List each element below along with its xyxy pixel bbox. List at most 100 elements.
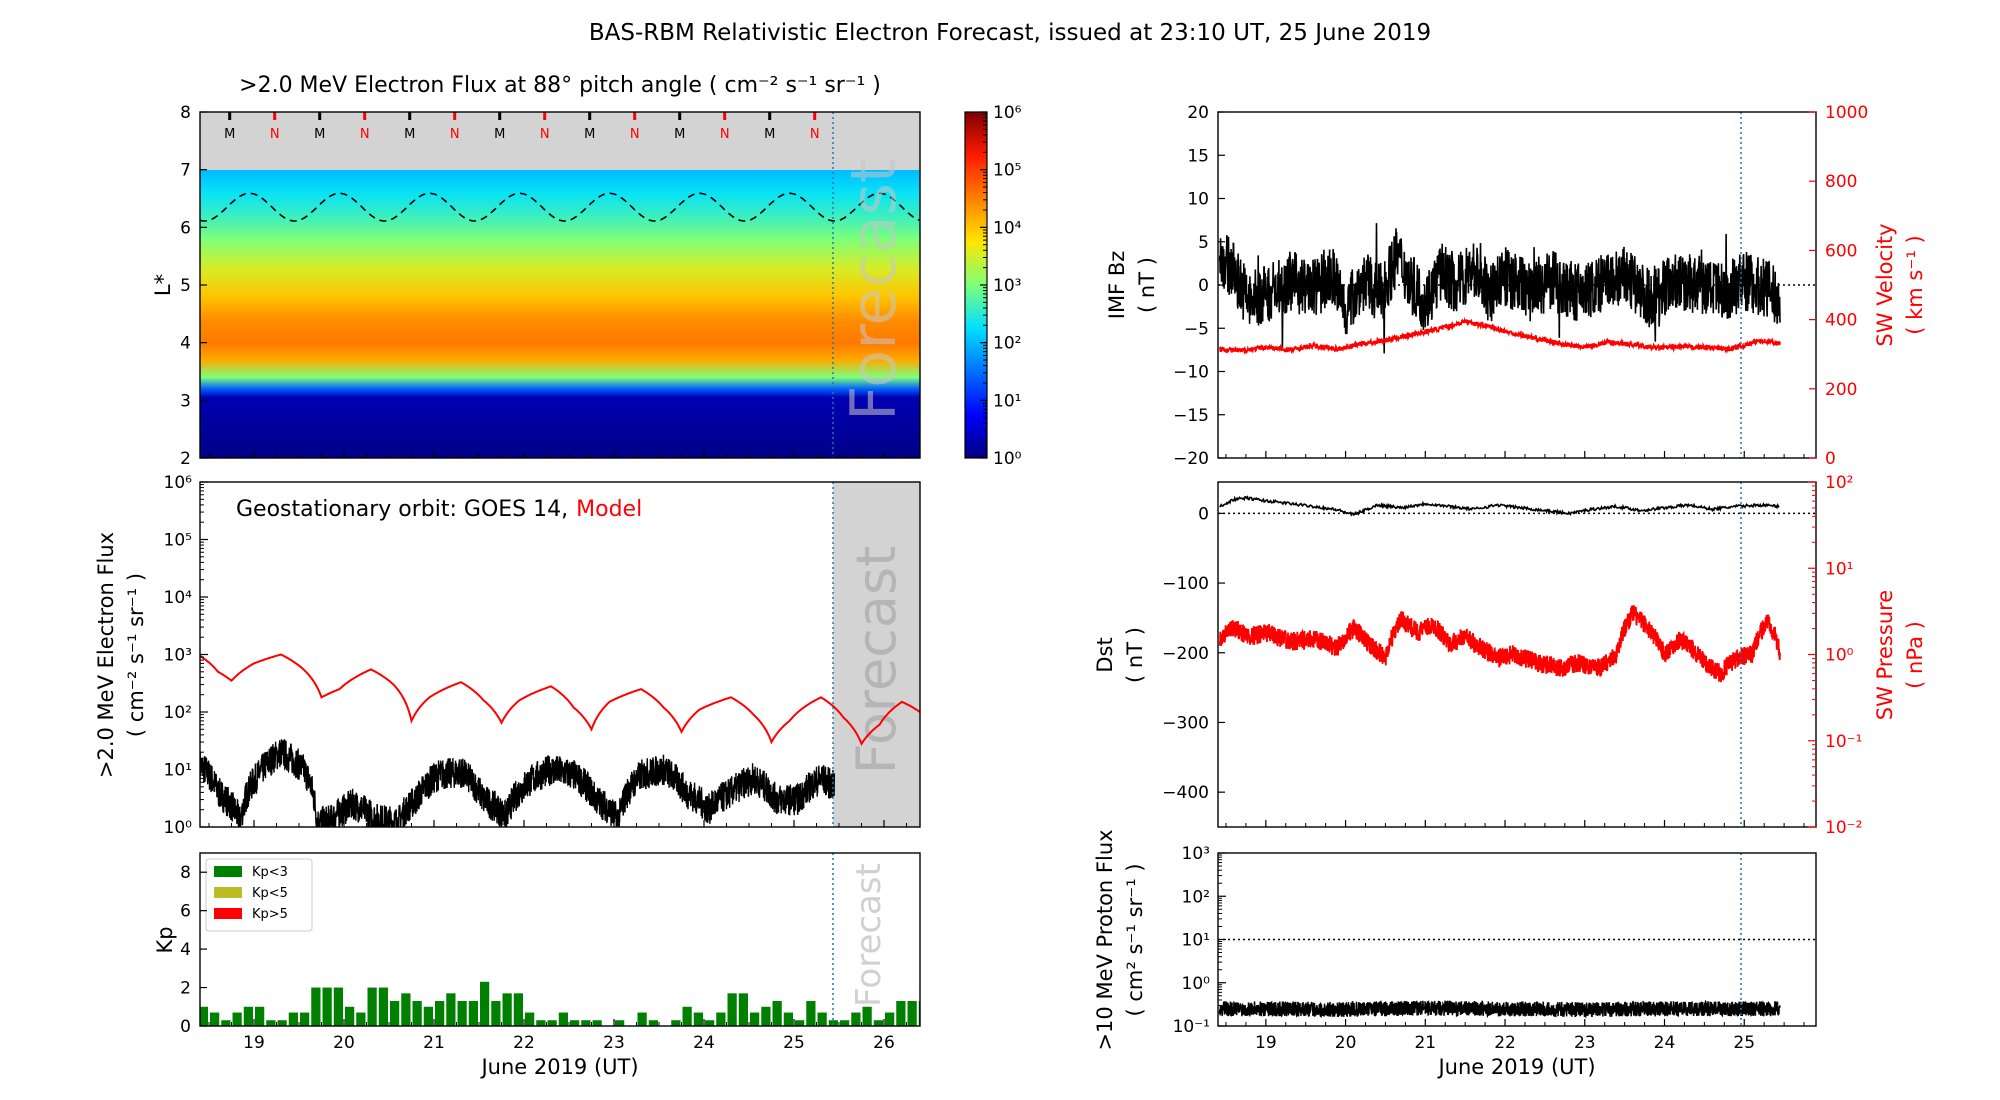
dst-y-axis: 0 −100 −200 −300 −400 xyxy=(1162,504,1225,803)
kp-bar xyxy=(862,1006,872,1026)
kp-bar xyxy=(536,1020,546,1026)
kp-legend-label: Kp>5 xyxy=(252,907,288,922)
imf-yunit: ( nT ) xyxy=(1135,257,1159,313)
y-tick-label: 4 xyxy=(180,940,191,960)
kp-bar xyxy=(716,1012,726,1026)
kp-bar xyxy=(255,1006,265,1026)
x-tick-label: 22 xyxy=(513,1033,535,1053)
velocity-ylabel: SW Velocity xyxy=(1873,223,1897,346)
proton-ylabel: >10 MeV Proton Flux xyxy=(1093,829,1117,1050)
kp-bar xyxy=(210,1012,220,1026)
proton-frame xyxy=(1217,852,1817,1027)
colorbar-ticks: 10⁰ 10¹ 10² 10³ 10⁴ 10⁵ 10⁶ xyxy=(980,103,1022,469)
y-tick-label: 10³ xyxy=(1182,844,1210,864)
proton-xlabel: June 2019 (UT) xyxy=(1436,1055,1595,1079)
x-tick-label: 24 xyxy=(1654,1033,1676,1053)
y-tick-label: 10⁶ xyxy=(164,473,193,493)
y-tick-label: 10¹ xyxy=(1182,931,1210,951)
y-tick-label: −20 xyxy=(1173,449,1209,469)
kp-bar xyxy=(300,1012,310,1026)
x-tick-label: 23 xyxy=(603,1033,625,1053)
goes-flux-line xyxy=(200,739,835,827)
kp-bar xyxy=(378,987,388,1026)
kp-bar xyxy=(570,1020,580,1026)
y-tick-label: 0 xyxy=(180,1017,191,1037)
dst-ylabel: Dst xyxy=(1093,637,1117,672)
y-tick-label: −200 xyxy=(1162,644,1209,664)
kp-bar xyxy=(491,1001,501,1026)
geo-forecast-watermark: Forecast xyxy=(845,546,908,775)
mlt-marker-label: N xyxy=(810,127,820,142)
y-tick-label: 10⁵ xyxy=(164,531,192,551)
y-tick-label: 20 xyxy=(1187,103,1209,123)
kp-bar xyxy=(671,1020,681,1026)
kp-bar xyxy=(772,1001,782,1026)
kp-bars xyxy=(200,981,920,1026)
kp-legend-swatch xyxy=(214,887,242,898)
y-tick-label: 10³ xyxy=(164,646,192,666)
mlt-marker-label: M xyxy=(224,127,235,142)
x-tick-label: 25 xyxy=(783,1033,805,1053)
y-tick-label: −10 xyxy=(1173,363,1209,383)
lstar-title: >2.0 MeV Electron Flux at 88° pitch angl… xyxy=(239,73,881,98)
kp-bar xyxy=(648,1020,658,1026)
kp-bar xyxy=(525,1012,535,1026)
colorbar-tick-label: 10² xyxy=(993,334,1021,354)
lstar-x-axis xyxy=(208,451,907,458)
x-tick-label: 20 xyxy=(333,1033,355,1053)
kp-legend: Kp<3 Kp<5 Kp>5 xyxy=(205,858,313,932)
geo-panel: Forecast Geostationary orbit: GOES 14, Mo… xyxy=(94,473,921,838)
kp-bar xyxy=(795,1020,805,1026)
y-tick-label: −300 xyxy=(1162,713,1209,733)
kp-legend-swatch xyxy=(214,908,242,919)
kp-bar xyxy=(266,1020,276,1026)
kp-bar xyxy=(682,1006,692,1026)
kp-bar xyxy=(356,1012,366,1026)
kp-bar xyxy=(468,1001,478,1026)
kp-bar xyxy=(277,1020,287,1026)
proton-y-axis: 10⁻¹ 10⁰ 10¹ 10² 10³ xyxy=(1173,844,1226,1037)
y-tick-label: −15 xyxy=(1173,406,1209,426)
y-tick-label: 2 xyxy=(180,979,191,999)
mlt-marker-label: M xyxy=(584,127,595,142)
kp-bar xyxy=(221,1020,231,1026)
kp-bar xyxy=(581,1020,591,1026)
kp-ylabel: Kp xyxy=(153,926,177,953)
x-tick-label: 19 xyxy=(1255,1033,1277,1053)
y-tick-label: 8 xyxy=(180,103,191,123)
kp-bar xyxy=(851,1012,861,1026)
y-tick-label: 4 xyxy=(180,334,191,354)
y-tick-label: 400 xyxy=(1825,311,1857,331)
y-tick-label: 7 xyxy=(180,161,191,181)
y-tick-label: 6 xyxy=(180,218,191,238)
kp-bar xyxy=(333,987,343,1026)
drift-shell-boundary xyxy=(199,192,921,222)
kp-forecast-watermark: Forecast xyxy=(849,863,889,1007)
y-tick-label: 0 xyxy=(1198,276,1209,296)
sw-pressure-line xyxy=(1218,605,1781,683)
x-tick-label: 19 xyxy=(243,1033,265,1053)
velocity-yunit: ( km s⁻¹ ) xyxy=(1903,235,1927,334)
mlt-marker-label: N xyxy=(540,127,550,142)
colorbar-tick-label: 10⁶ xyxy=(993,103,1022,123)
kp-bar xyxy=(750,1012,760,1026)
geo-annotation: Geostationary orbit: GOES 14, Model xyxy=(236,497,642,522)
mlt-marker-label: M xyxy=(674,127,685,142)
imf-x-axis xyxy=(1225,451,1805,458)
y-tick-label: 10² xyxy=(1182,887,1210,907)
mlt-marker-label: N xyxy=(360,127,370,142)
kp-bar xyxy=(558,1012,568,1026)
imf-y-axis: −20 −15 −10 −5 0 5 10 15 20 xyxy=(1173,103,1225,469)
kp-bar xyxy=(738,993,748,1026)
forecast-watermark: Forecast xyxy=(837,159,910,421)
x-tick-label: 24 xyxy=(693,1033,715,1053)
kp-bar xyxy=(322,987,332,1026)
x-tick-label: 21 xyxy=(423,1033,445,1053)
kp-bar xyxy=(693,1012,703,1026)
y-tick-label: 15 xyxy=(1187,146,1209,166)
y-tick-label: 10⁰ xyxy=(164,818,193,838)
y-tick-label: −100 xyxy=(1162,574,1209,594)
